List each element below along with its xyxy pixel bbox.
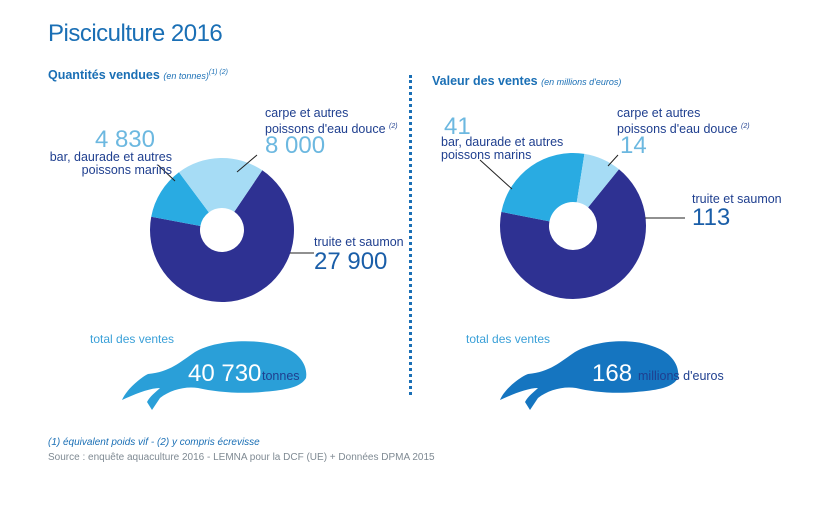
right-bar-label-line1: bar, daurade et autres [441,135,564,149]
left-truite-value: 27 900 [314,248,388,275]
right-total-unit: millions d'euros [638,369,724,383]
left-bar-value: 4 830 [94,126,155,153]
footnotes: (1) équivalent poids vif - (2) y compris… [48,437,260,448]
source-note: Source : enquête aquaculture 2016 - LEMN… [48,452,435,463]
right-truite-label: truite et saumon [692,192,782,206]
slice-truite-saumon [150,170,294,303]
right-chart-title: Valeur des ventes (en millions d'euros) [432,74,621,88]
leader-line-right-bar [479,159,513,190]
right-total-value: 168 [592,360,633,387]
left-carpe-ref: (2) [389,123,398,130]
right-carpe-label: carpe et autres poissons d'eau douce (2) [617,107,750,136]
right-bar-value: 41 [444,113,471,140]
left-total-label: total des ventes [90,332,175,346]
left-truite-label: truite et saumon [314,235,404,249]
leader-line-left-bar [157,164,176,182]
left-total-value: 40 730 [188,360,262,387]
right-bar-label: bar, daurade et autres poissons marins [441,136,563,162]
pie-quantites [150,157,294,303]
right-carpe-label-line2: poissons d'eau douce (2) [617,120,750,136]
right-bar-label-line2: poissons marins [441,148,532,162]
left-carpe-value: 8 000 [265,132,326,159]
pie-valeur [500,153,646,299]
right-truite-value: 113 [692,204,731,231]
fish-icon [122,341,307,410]
right-chart-title-text: Valeur des ventes [432,74,538,88]
dotted-divider [409,75,412,395]
left-total-unit: tonnes [262,369,300,383]
left-carpe-label: carpe et autres poissons d'eau douce (2) [265,107,398,136]
right-carpe-ref: (2) [741,123,750,130]
fish-icon [500,341,679,410]
right-carpe-label-line1: carpe et autres [617,106,701,120]
slice-truite-saumon [500,169,646,299]
left-carpe-label-text: poissons d'eau douce [265,122,386,137]
right-total-label: total des ventes [466,332,551,346]
left-carpe-label-line2: poissons d'eau douce (2) [265,120,398,136]
leader-line-right-carpe [607,154,619,167]
left-carpe-label-line1: carpe et autres [265,106,349,120]
slice-carpe [178,157,263,213]
left-chart-unit: (en tonnes) [163,71,209,81]
right-chart-unit: (en millions d'euros) [541,77,622,87]
leader-line-left-carpe [236,154,258,173]
right-carpe-value: 14 [620,132,647,159]
right-carpe-label-text: poissons d'eau douce [617,122,738,137]
page-title: Pisciculture 2016 [48,20,223,47]
left-bar-label-line2: poissons marins [81,163,172,177]
slice-bar-daurade [151,172,209,226]
left-bar-label-line1: bar, daurade et autres [49,150,172,164]
left-chart-refs: (1) (2) [208,68,228,76]
slice-carpe [576,153,619,208]
left-chart-title-text: Quantités vendues [48,68,160,82]
slice-bar-daurade [501,153,585,222]
left-bar-label: bar, daurade et autres poissons marins [20,151,172,177]
left-chart-title: Quantités vendues (en tonnes)(1) (2) [48,68,228,82]
